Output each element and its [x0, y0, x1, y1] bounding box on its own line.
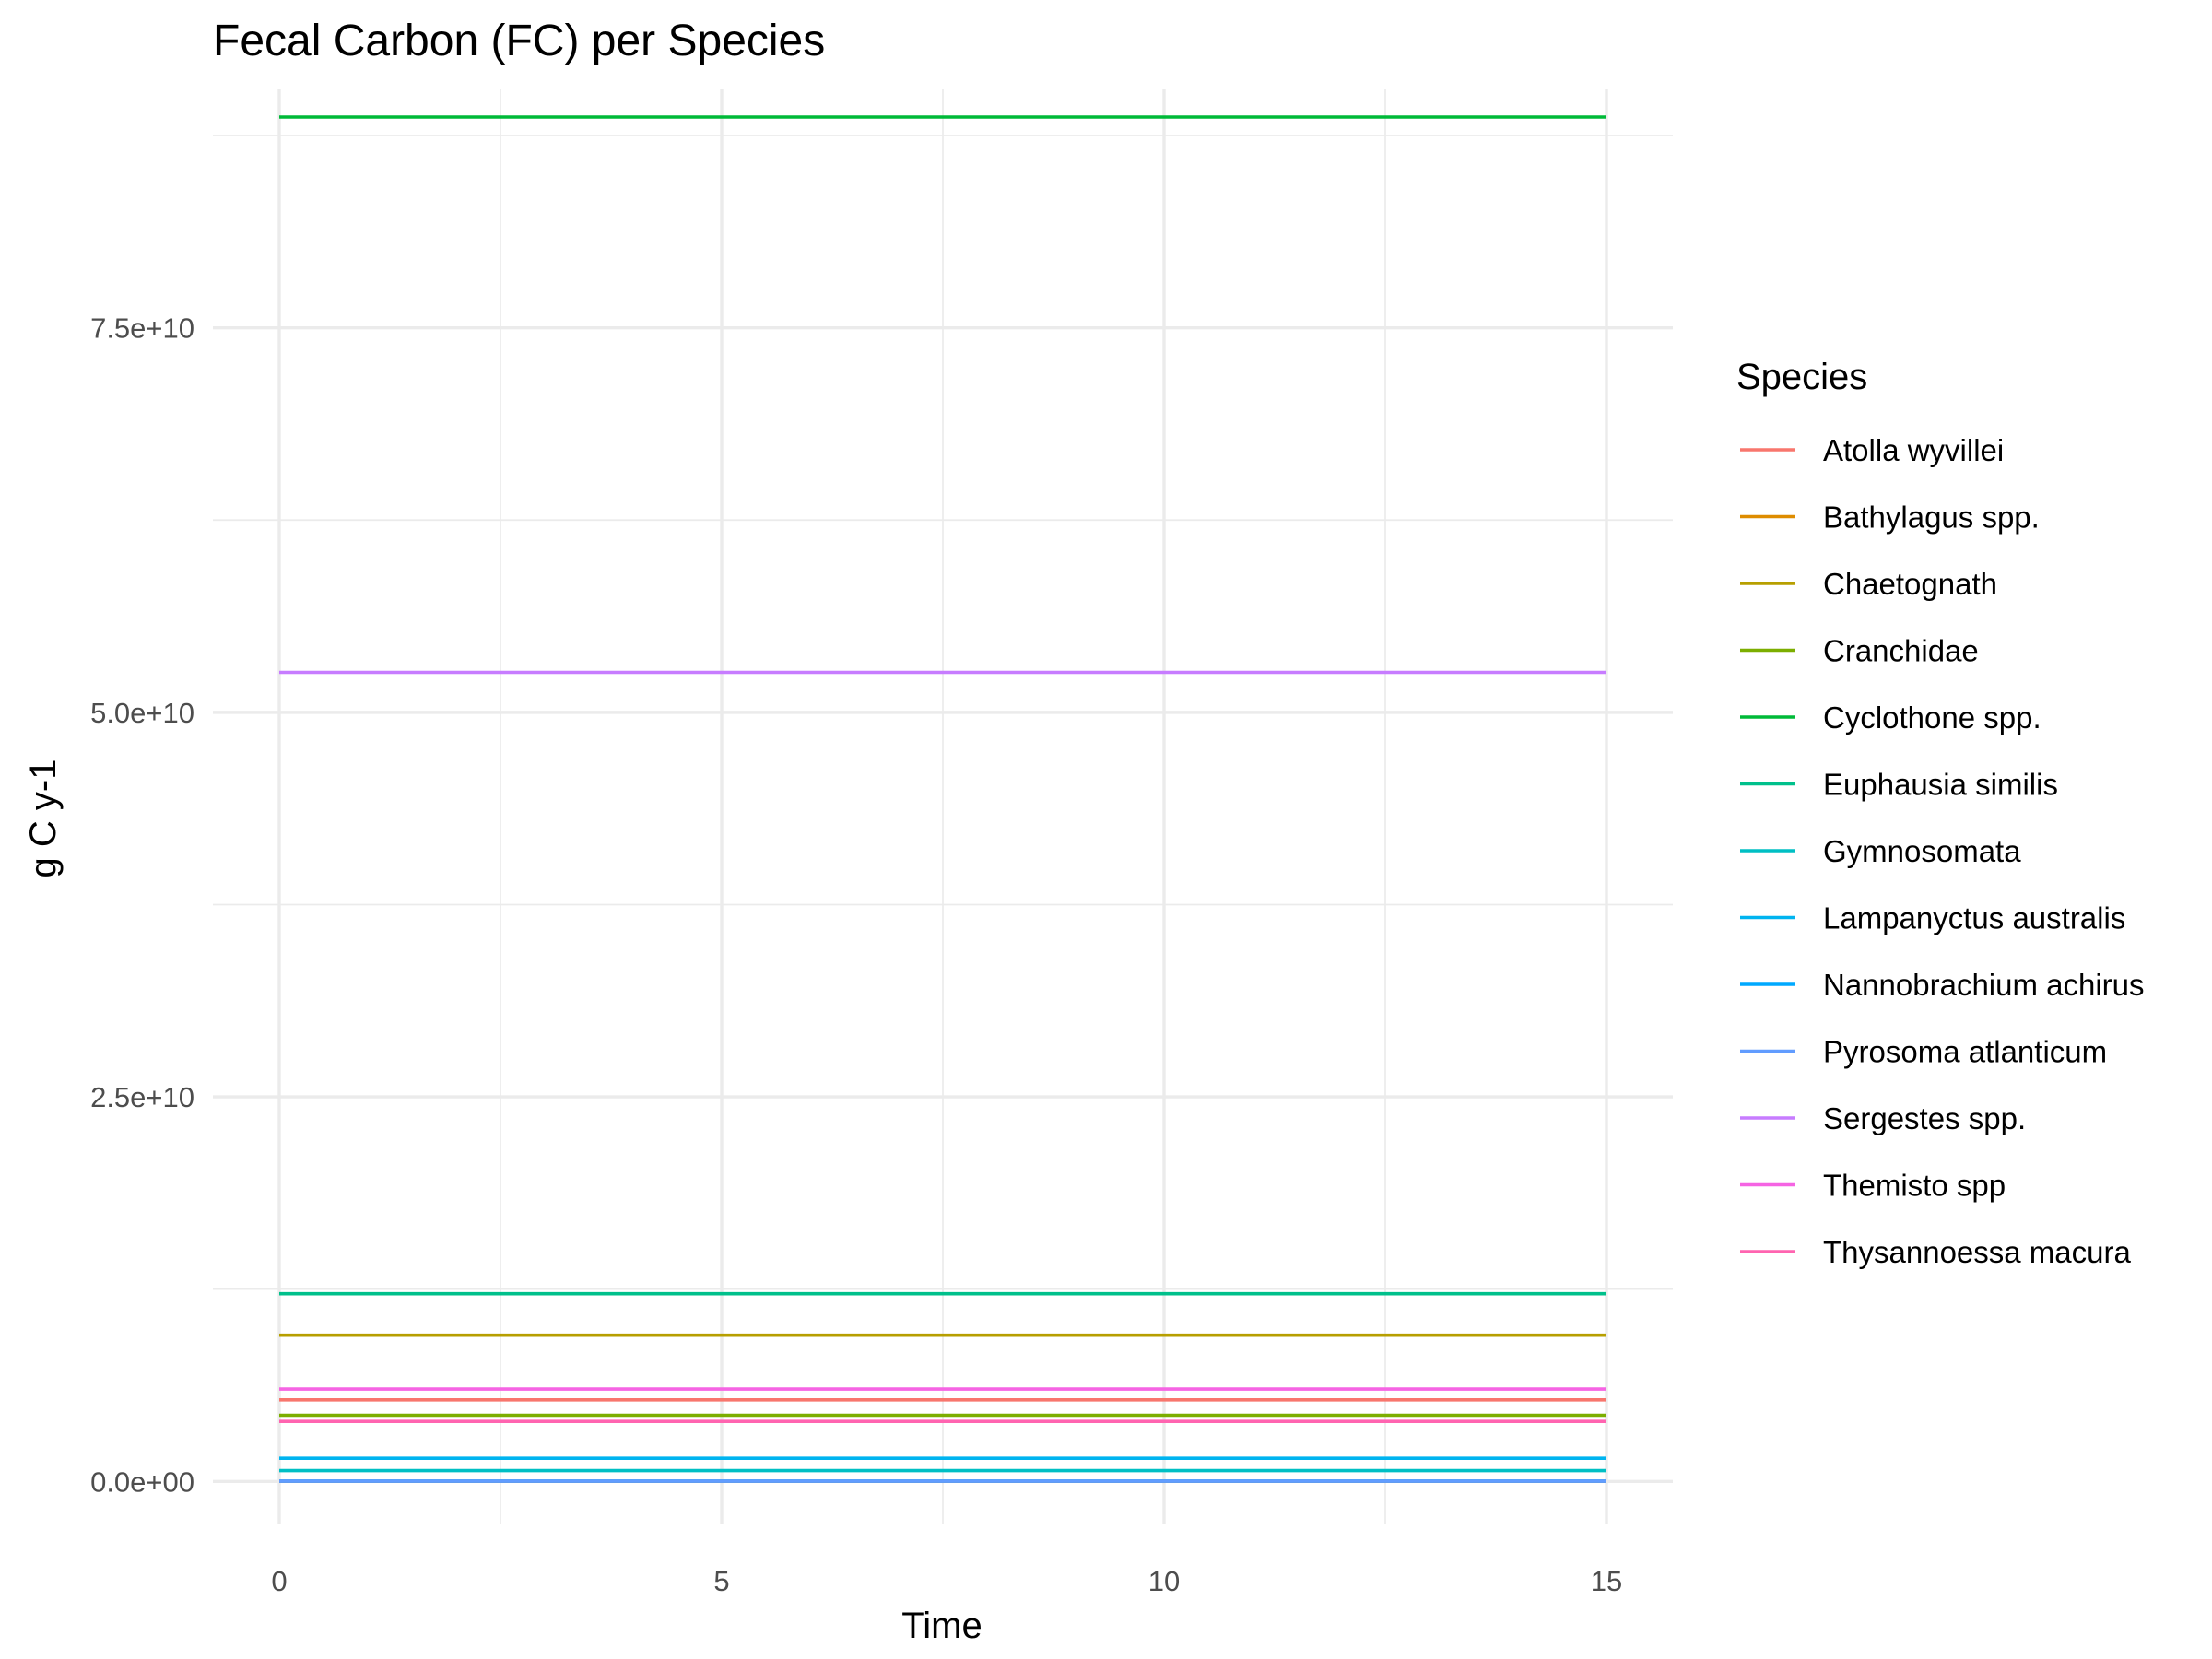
- y-axis-title: g C y-1: [23, 759, 64, 878]
- x-tick-label: 5: [713, 1565, 729, 1597]
- y-axis-tick-labels: 0.0e+00 2.5e+10 5.0e+10 7.5e+10: [90, 312, 194, 1499]
- legend-item: Euphausia similis: [1740, 768, 2058, 802]
- legend-item: Atolla wyvillei: [1740, 433, 2004, 467]
- legend-label: Euphausia similis: [1823, 768, 2058, 802]
- y-tick-label: 0.0e+00: [90, 1465, 194, 1498]
- chart-title: Fecal Carbon (FC) per Species: [213, 17, 825, 65]
- legend-item: Cyclothone spp.: [1740, 700, 2041, 735]
- legend-label: Sergestes spp.: [1823, 1101, 2026, 1135]
- legend-item: Nannobrachium achirus: [1740, 968, 2145, 1002]
- legend-label: Cyclothone spp.: [1823, 700, 2041, 735]
- legend-label: Bathylagus spp.: [1823, 500, 2040, 535]
- x-tick-label: 15: [1591, 1565, 1622, 1597]
- legend-item: Pyrosoma atlanticum: [1740, 1035, 2107, 1069]
- legend-label: Atolla wyvillei: [1823, 433, 2004, 467]
- legend-item: Thysannoessa macura: [1740, 1235, 2131, 1269]
- legend: Species Atolla wyvillei Bathylagus spp. Ch…: [1736, 357, 2145, 1269]
- legend-title: Species: [1736, 357, 1867, 397]
- minor-gridlines: [213, 89, 1673, 1524]
- x-tick-label: 10: [1148, 1565, 1180, 1597]
- legend-item: Gymnosomata: [1740, 834, 2021, 868]
- y-tick-label: 2.5e+10: [90, 1081, 194, 1113]
- legend-label: Lampanyctus australis: [1823, 901, 2125, 935]
- legend-item: Cranchidae: [1740, 634, 1979, 668]
- legend-item: Bathylagus spp.: [1740, 500, 2040, 535]
- legend-label: Thysannoessa macura: [1823, 1235, 2131, 1269]
- legend-item: Chaetognath: [1740, 567, 1997, 601]
- y-tick-label: 5.0e+10: [90, 697, 194, 729]
- x-axis-tick-labels: 0 5 10 15: [271, 1565, 1622, 1597]
- legend-item: Lampanyctus australis: [1740, 901, 2125, 935]
- y-tick-label: 7.5e+10: [90, 312, 194, 345]
- series-lines: [279, 115, 1606, 1483]
- legend-item: Themisto spp: [1740, 1169, 2006, 1203]
- legend-label: Nannobrachium achirus: [1823, 968, 2145, 1002]
- x-axis-title: Time: [901, 1606, 982, 1646]
- legend-item: Sergestes spp.: [1740, 1101, 2026, 1135]
- legend-items: Atolla wyvillei Bathylagus spp. Chaetognat…: [1740, 433, 2145, 1269]
- legend-label: Gymnosomata: [1823, 834, 2021, 868]
- legend-label: Themisto spp: [1823, 1169, 2006, 1203]
- legend-label: Pyrosoma atlanticum: [1823, 1035, 2107, 1069]
- x-tick-label: 0: [271, 1565, 287, 1597]
- legend-label: Chaetognath: [1823, 567, 1997, 601]
- legend-label: Cranchidae: [1823, 634, 1979, 668]
